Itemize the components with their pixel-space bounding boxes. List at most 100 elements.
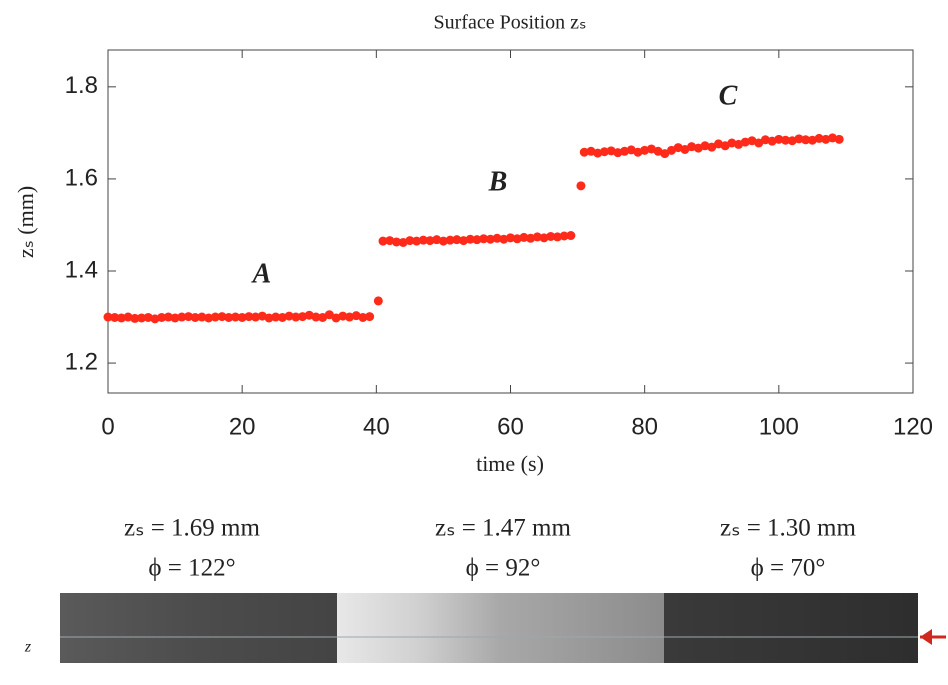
point <box>338 311 348 321</box>
point <box>576 181 586 191</box>
x-tick-label: 40 <box>363 413 390 440</box>
point <box>224 312 234 322</box>
panel-zs: zₛ = 1.47 mm <box>435 515 571 542</box>
point <box>821 134 831 144</box>
point <box>687 142 697 152</box>
point <box>519 232 529 242</box>
point <box>593 148 603 158</box>
point <box>660 149 670 159</box>
point <box>532 232 542 242</box>
point <box>452 235 462 245</box>
x-tick-label: 20 <box>229 413 256 440</box>
point <box>217 312 227 322</box>
point <box>472 235 482 245</box>
point <box>103 312 113 322</box>
panel-labels: zₛ = 1.69 mm ϕ = 122° zₛ = 1.47 mm ϕ = 9… <box>124 515 856 582</box>
point <box>365 312 375 322</box>
point <box>163 312 173 322</box>
point <box>291 312 301 322</box>
point <box>184 312 193 322</box>
point <box>485 234 495 244</box>
point <box>391 237 401 247</box>
x-tick-label: 120 <box>893 413 933 440</box>
point <box>794 134 804 144</box>
point <box>492 233 502 243</box>
point <box>271 312 281 322</box>
point <box>237 312 247 322</box>
point <box>613 148 623 158</box>
point <box>539 233 549 243</box>
image <box>337 593 664 663</box>
point <box>754 138 764 148</box>
axis-mark: z <box>24 639 32 656</box>
point <box>499 234 509 244</box>
point <box>177 312 187 322</box>
point <box>834 134 844 144</box>
point <box>781 135 791 145</box>
point <box>230 312 240 322</box>
point <box>432 235 442 245</box>
point <box>385 236 395 246</box>
panel-zs: zₛ = 1.69 mm <box>124 515 260 542</box>
point <box>459 236 469 246</box>
y-tick-label: 1.6 <box>65 164 98 191</box>
x-tick-label: 100 <box>759 413 799 440</box>
point <box>373 296 383 306</box>
point <box>425 236 435 246</box>
y-tick-label: 1.8 <box>65 72 98 99</box>
point <box>479 234 489 244</box>
point <box>579 147 589 157</box>
panel-phi: ϕ = 122° <box>148 555 235 582</box>
point <box>150 314 160 324</box>
point <box>814 133 824 143</box>
point <box>774 134 784 144</box>
point <box>828 133 837 143</box>
point <box>512 234 522 244</box>
point <box>190 312 200 322</box>
point <box>412 236 422 246</box>
point <box>801 135 811 145</box>
point <box>640 145 650 155</box>
point <box>405 236 415 246</box>
point <box>116 313 126 323</box>
point <box>298 312 308 322</box>
point <box>123 312 133 322</box>
x-tick-label: 0 <box>101 413 114 440</box>
plot-frame <box>107 49 914 394</box>
x-tick-label: 80 <box>631 413 658 440</box>
point <box>506 233 515 243</box>
point <box>264 313 274 323</box>
point <box>251 312 261 322</box>
point <box>707 142 717 152</box>
annotation: C <box>719 80 738 111</box>
point <box>244 312 254 322</box>
y-tick-label: 1.4 <box>65 256 98 283</box>
point <box>760 135 770 145</box>
point <box>599 147 609 157</box>
y-tick-label: 1.2 <box>65 348 98 375</box>
y-axis-label: zₛ (mm) <box>13 186 38 258</box>
panel-phi: ϕ = 70° <box>751 555 826 582</box>
arrow-head <box>920 629 932 645</box>
point <box>345 312 354 322</box>
annotation: B <box>488 166 508 197</box>
point <box>378 236 388 246</box>
panel-phi: ϕ = 92° <box>466 555 541 582</box>
x-axis-label: time (s) <box>476 451 544 476</box>
point <box>110 312 120 322</box>
point <box>170 313 180 323</box>
image-strip: z <box>24 593 946 663</box>
point <box>552 232 562 242</box>
point <box>284 311 294 321</box>
point <box>197 312 207 322</box>
panel-zs: zₛ = 1.30 mm <box>720 515 856 542</box>
point <box>418 235 428 245</box>
point <box>130 313 140 323</box>
chart-title: Surface Position zₛ <box>434 12 587 34</box>
point <box>137 313 147 323</box>
point <box>566 231 576 241</box>
annotation: A <box>251 258 272 289</box>
point <box>526 233 536 243</box>
point <box>324 310 334 320</box>
point <box>465 234 475 244</box>
